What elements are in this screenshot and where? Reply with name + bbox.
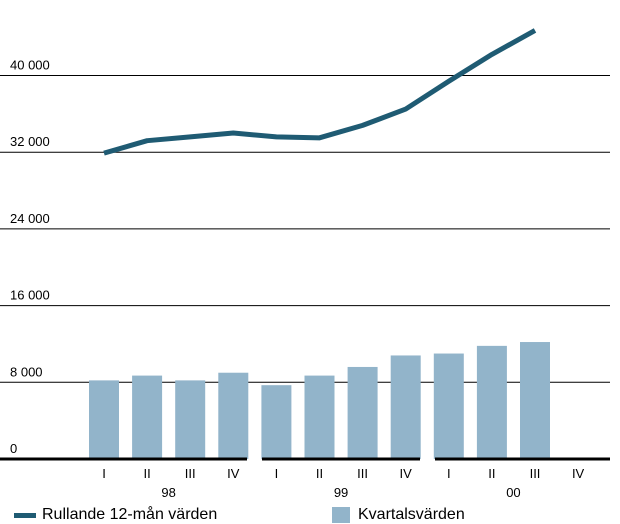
bar [347, 366, 378, 459]
y-tick-label: 16 000 [10, 288, 50, 303]
x-tick-label: III [357, 466, 368, 481]
legend-bar-swatch [332, 507, 350, 523]
y-tick-label: 40 000 [10, 58, 50, 73]
bar [304, 375, 335, 459]
legend-bar-item: Kvartalsvärden [332, 506, 465, 524]
bar [175, 380, 206, 459]
line-series [103, 28, 537, 156]
bar [261, 385, 292, 459]
x-tick-label: IV [572, 466, 585, 481]
legend-line-label: Rullande 12-mån värden [42, 506, 218, 523]
bar [520, 342, 550, 459]
year-label: 98 [161, 485, 175, 500]
x-tick-label: IV [227, 466, 240, 481]
x-tick-label: III [185, 466, 196, 481]
x-tick-label: IV [400, 466, 413, 481]
y-tick-label: 8 000 [10, 364, 43, 379]
bar-series [89, 342, 550, 459]
x-tick-label: II [316, 466, 323, 481]
y-tick-label: 24 000 [10, 211, 50, 226]
bar [89, 380, 119, 459]
line-series-path [103, 28, 537, 156]
year-label: 99 [334, 485, 348, 500]
year-label: 00 [506, 485, 520, 500]
legend-line-item: Rullande 12-mån värden [14, 506, 217, 524]
x-tick-label: II [143, 466, 150, 481]
y-tick-label: 0 [10, 441, 17, 456]
bar [390, 355, 421, 459]
x-tick-label: I [275, 466, 279, 481]
y-tick-label: 32 000 [10, 134, 50, 149]
legend-bar-label: Kvartalsvärden [358, 506, 465, 523]
x-tick-label: I [102, 466, 106, 481]
x-tick-label: II [488, 466, 495, 481]
grid-lines [0, 75, 610, 383]
x-tick-label: I [447, 466, 451, 481]
bar [476, 345, 507, 459]
x-tick-label: III [530, 466, 541, 481]
bar [132, 375, 163, 459]
bar [218, 372, 249, 459]
legend-line-swatch [14, 512, 36, 518]
bar [433, 353, 464, 459]
